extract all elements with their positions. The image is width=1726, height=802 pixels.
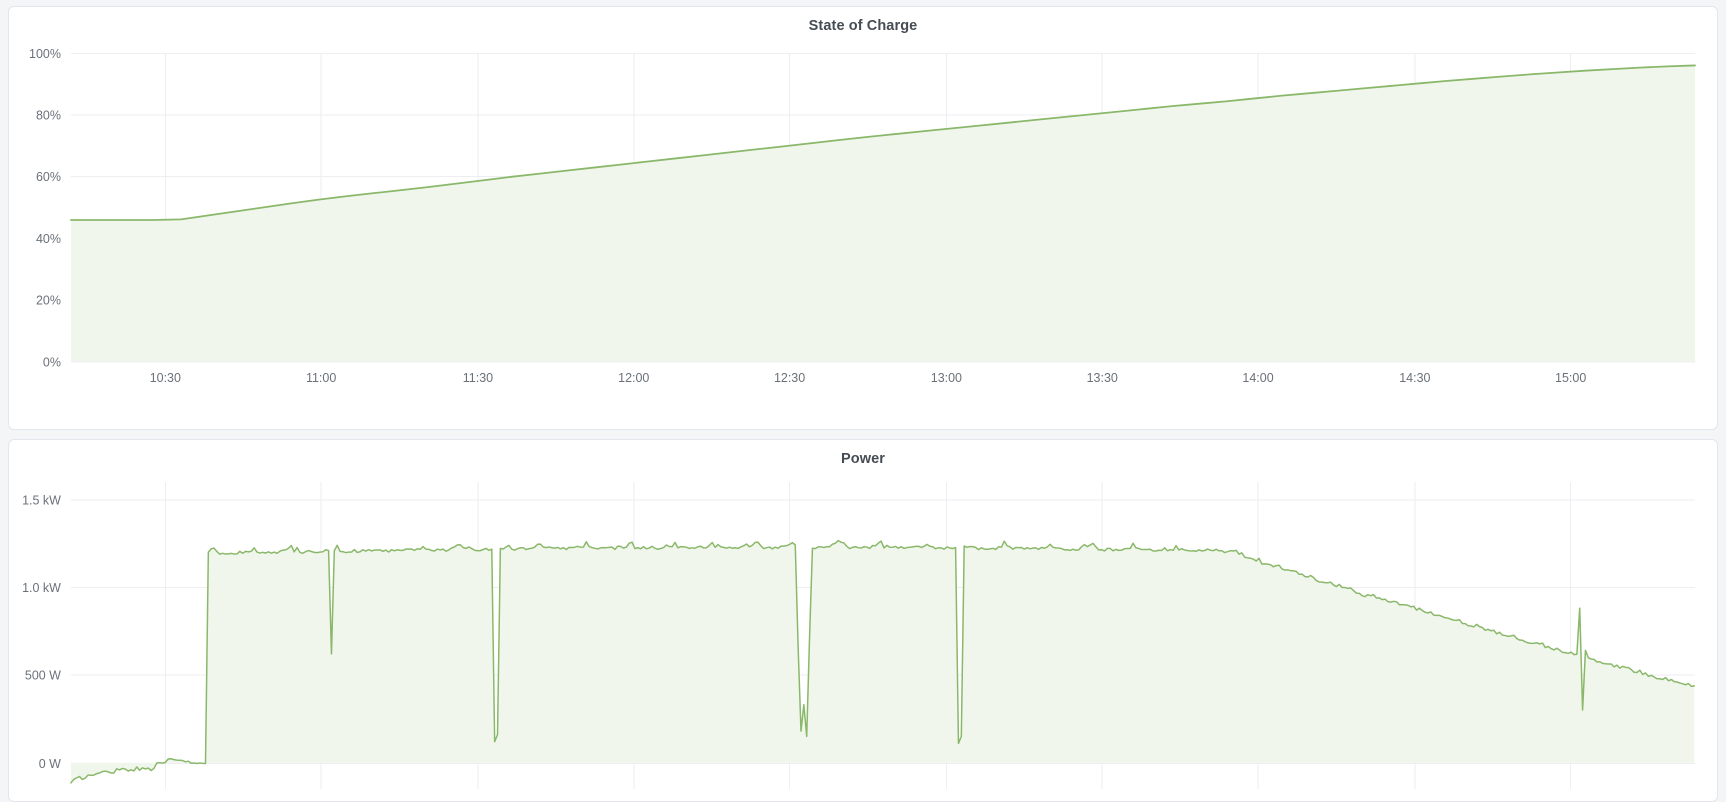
power-plot-svg: 1.5 kW 1.0 kW 500 W 0 W: [22, 481, 1696, 790]
panel-title-power: Power: [840, 451, 885, 467]
svg-text:13:00: 13:00: [931, 371, 962, 385]
svg-text:40%: 40%: [36, 232, 61, 246]
svg-text:12:30: 12:30: [774, 371, 805, 385]
svg-text:14:30: 14:30: [1399, 371, 1430, 385]
svg-text:11:00: 11:00: [306, 371, 336, 385]
panel-title-state-of-charge: State of Charge: [808, 18, 918, 34]
chart-state-of-charge[interactable]: 100% 80% 60% 40% 20% 0% 10:30 11:00 11:30 12:00 12…: [9, 7, 1717, 429]
svg-text:20%: 20%: [36, 294, 61, 308]
svg-text:14:00: 14:00: [1242, 371, 1273, 385]
svg-text:500 W: 500 W: [25, 669, 61, 683]
svg-text:1.0 kW: 1.0 kW: [22, 581, 61, 595]
svg-text:0%: 0%: [43, 355, 61, 369]
svg-text:100%: 100%: [29, 47, 61, 61]
svg-text:10:30: 10:30: [150, 371, 181, 385]
svg-text:60%: 60%: [36, 170, 61, 184]
svg-text:13:30: 13:30: [1087, 371, 1118, 385]
svg-text:1.5 kW: 1.5 kW: [22, 494, 61, 508]
svg-text:80%: 80%: [36, 108, 61, 122]
svg-text:12:00: 12:00: [618, 371, 649, 385]
soc-plot-svg: 100% 80% 60% 40% 20% 0% 10:30 11:00 11:30 12:00 12…: [29, 47, 1696, 385]
svg-text:15:00: 15:00: [1555, 371, 1586, 385]
panel-power[interactable]: Power 1.5 kW 1.0 kW 500 W 0 W: [8, 439, 1718, 802]
svg-text:0 W: 0 W: [39, 757, 61, 771]
chart-power[interactable]: 1.5 kW 1.0 kW 500 W 0 W: [9, 440, 1717, 801]
svg-text:11:30: 11:30: [463, 371, 493, 385]
panel-state-of-charge[interactable]: State of Charge 100% 80% 60% 40% 20% 0% 10:30 1…: [8, 6, 1718, 430]
